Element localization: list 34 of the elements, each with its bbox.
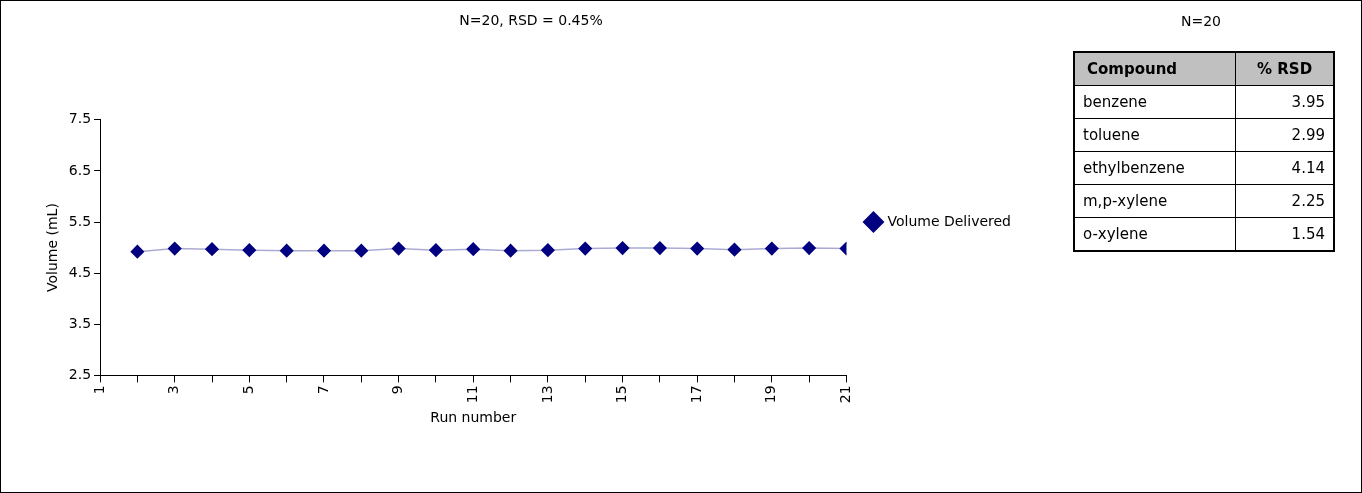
data-label: 1.54 xyxy=(1235,217,1334,251)
x-tick-label: 13 xyxy=(538,385,555,404)
y-tick-label: 4.5 xyxy=(68,263,92,280)
category-label: ethylbenzene xyxy=(1074,151,1236,185)
y-tick-label: 3.5 xyxy=(68,314,92,331)
data-label: 4.14 xyxy=(1235,151,1334,185)
text: N=20 xyxy=(1180,13,1222,29)
x-tick-label: 15 xyxy=(613,385,630,404)
x-tick-label: 11 xyxy=(463,385,480,404)
x-tick-label: 9 xyxy=(389,385,406,395)
data-label: 2.99 xyxy=(1235,118,1334,152)
y-tick-label: 7.5 xyxy=(68,110,92,127)
category-label: benzene xyxy=(1074,85,1236,119)
category-label: o-xylene xyxy=(1074,217,1236,251)
legend-label: Volume Delivered xyxy=(887,212,1012,229)
chart-title: N=20, RSD = 0.45% xyxy=(459,12,603,29)
x-tick-label: 21 xyxy=(837,385,854,404)
y-tick-label: 6.5 xyxy=(68,161,92,178)
x-tick-label: 1 xyxy=(90,385,107,395)
y-axis-title: Volume (mL) xyxy=(44,203,61,293)
x-tick-label: 5 xyxy=(239,385,256,395)
text: Compound xyxy=(1074,52,1236,86)
x-tick-label: 7 xyxy=(314,385,331,395)
y-tick-label: 2.5 xyxy=(68,366,92,383)
text: % RSD xyxy=(1235,52,1334,86)
x-tick-label: 19 xyxy=(762,385,779,404)
x-axis-title: Run number xyxy=(430,409,517,426)
data-label: 3.95 xyxy=(1235,85,1334,119)
data-label: 2.25 xyxy=(1235,184,1334,218)
category-label: toluene xyxy=(1074,118,1236,152)
y-tick-label: 5.5 xyxy=(68,212,92,229)
x-tick-label: 17 xyxy=(687,385,704,404)
category-label: m,p-xylene xyxy=(1074,184,1236,218)
x-tick-label: 3 xyxy=(165,385,182,395)
